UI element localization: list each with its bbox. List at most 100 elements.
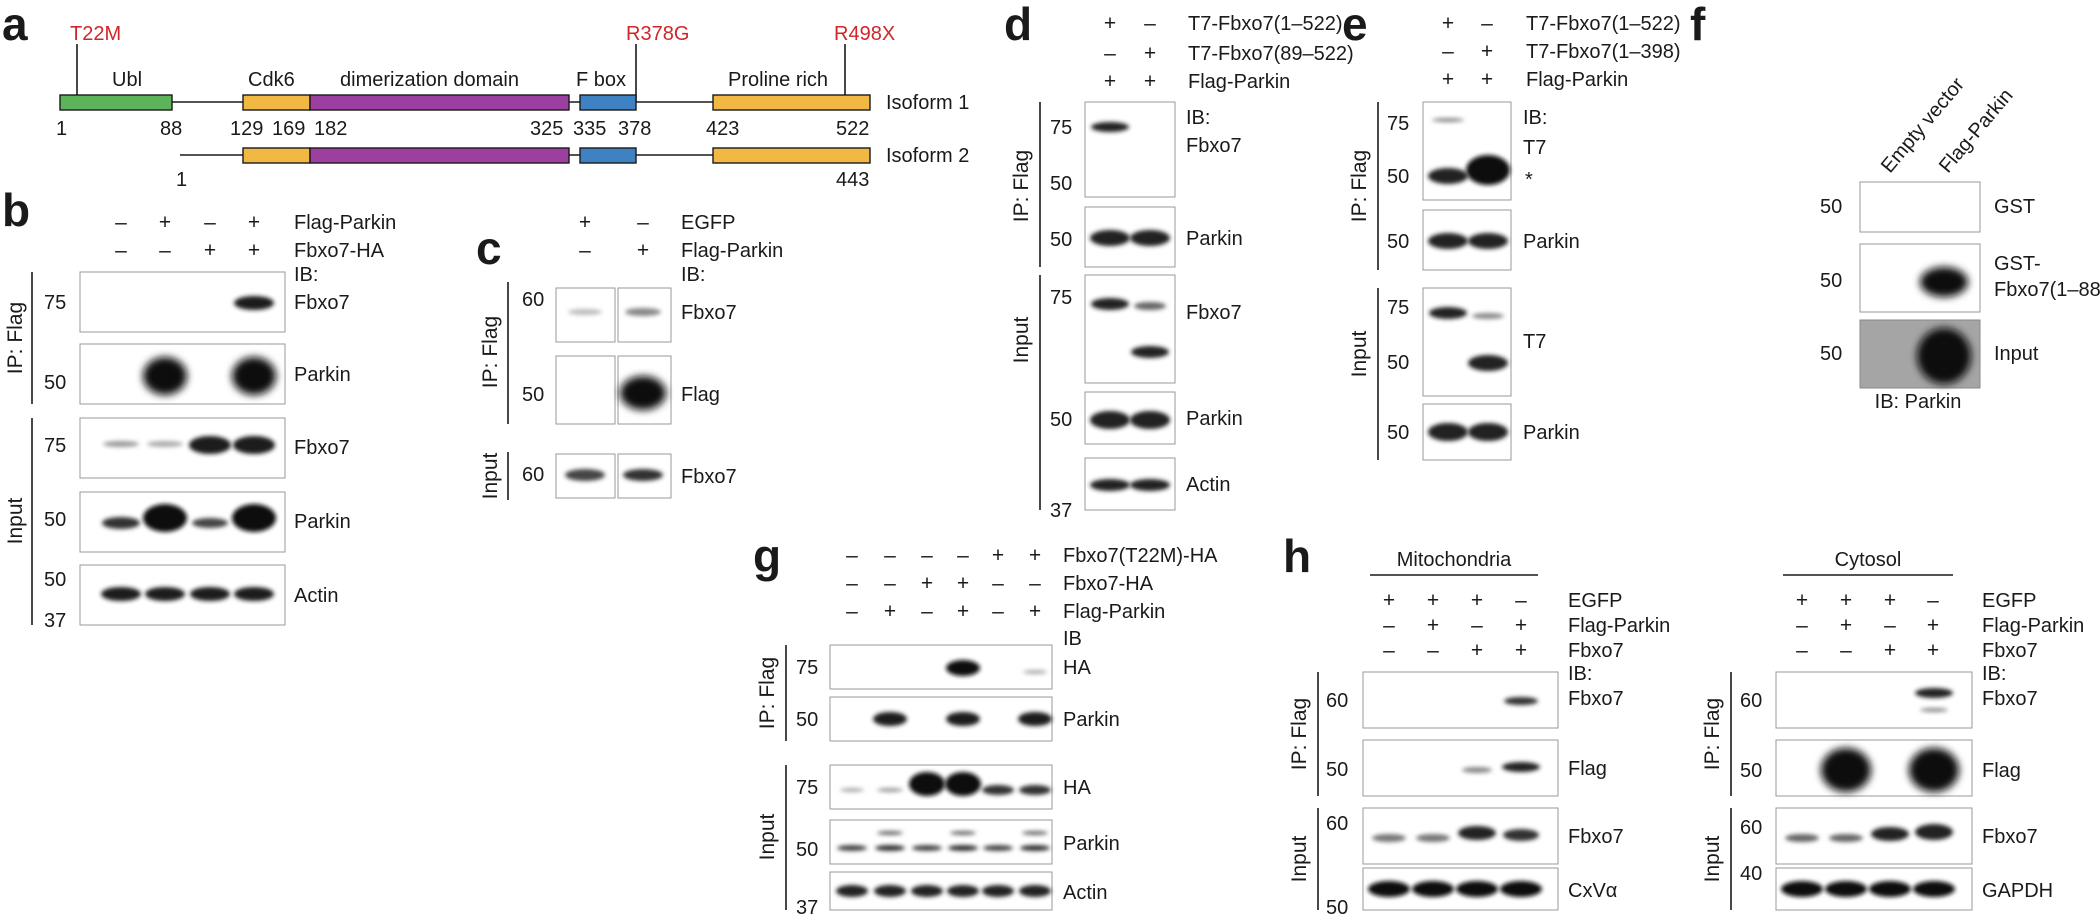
sign: + <box>1927 614 1939 637</box>
sign: + <box>1104 12 1116 35</box>
band <box>1913 881 1955 897</box>
mw-marker: 50 <box>1050 229 1072 251</box>
condition-label: EGFP <box>1568 590 1622 612</box>
sign: – <box>637 211 649 234</box>
aa-number: 1 <box>56 118 67 140</box>
blot-label: Flag <box>681 384 720 406</box>
aa-number: 522 <box>836 118 869 140</box>
band <box>982 785 1014 795</box>
band <box>1825 881 1867 897</box>
band <box>877 788 903 792</box>
ib-label: IB: <box>1568 663 1592 685</box>
aa-number: 335 <box>573 118 606 140</box>
sign: – <box>1796 639 1808 662</box>
band <box>233 436 275 454</box>
sign: + <box>579 211 591 234</box>
condition-label: EGFP <box>681 212 735 234</box>
sign: + <box>1029 600 1041 623</box>
panel-g-letter: g <box>753 530 781 582</box>
band <box>147 441 183 447</box>
band <box>877 831 903 835</box>
mw-marker: 50 <box>1387 422 1409 444</box>
sign: + <box>1481 68 1493 91</box>
domain-cdk6 <box>242 94 311 111</box>
mutation-r378g: R378G <box>626 23 689 45</box>
band <box>1920 708 1948 712</box>
condition-label: Flag-Parkin <box>1982 615 2084 637</box>
band <box>1915 688 1953 698</box>
mw-marker: 60 <box>1740 690 1762 712</box>
domain-proline <box>712 94 871 111</box>
sign: + <box>1515 639 1527 662</box>
sign: + <box>248 239 260 262</box>
panel-f: f Empty vector Flag-Parkin GST GST- Fbxo… <box>1690 0 2100 413</box>
mutation-r498x: R498X <box>834 23 895 45</box>
sign: – <box>1383 614 1395 637</box>
sign: + <box>992 544 1004 567</box>
band <box>1019 885 1051 897</box>
band <box>1130 411 1170 429</box>
mw-marker: 40 <box>1740 863 1762 885</box>
aa-number: 325 <box>530 118 563 140</box>
sign: – <box>921 600 933 623</box>
sign: + <box>1144 70 1156 93</box>
band <box>837 845 867 851</box>
sign: + <box>1481 40 1493 63</box>
sign: + <box>1144 42 1156 65</box>
band <box>1909 748 1959 792</box>
band <box>946 660 980 676</box>
sign: + <box>1884 589 1896 612</box>
blot <box>1084 274 1176 384</box>
sign: + <box>1427 589 1439 612</box>
sign: – <box>1796 614 1808 637</box>
band <box>1372 834 1406 842</box>
band <box>1829 834 1863 842</box>
ip-label: IP: Flag <box>1701 698 1724 770</box>
condition-label: Fbxo7 <box>1982 640 2038 662</box>
band <box>1468 233 1508 249</box>
blot-label: HA <box>1063 777 1091 799</box>
sign: + <box>921 572 933 595</box>
band <box>1468 423 1508 441</box>
band <box>1130 230 1170 246</box>
band <box>1468 355 1508 371</box>
blot-label: Parkin <box>1063 833 1120 855</box>
subpanel-cytosol: Cytosol + + + – EGFP – + – + Flag-Parkin… <box>1701 549 2084 911</box>
band <box>565 469 605 481</box>
ib-label: IB: <box>681 264 705 286</box>
sign: + <box>1104 70 1116 93</box>
band <box>1871 827 1909 841</box>
band <box>1821 748 1871 792</box>
mw-marker: 75 <box>1050 117 1072 139</box>
domain-cdk6 <box>242 147 311 164</box>
sign: – <box>579 239 591 262</box>
mw-marker: 75 <box>44 435 66 457</box>
sign: – <box>1481 12 1493 35</box>
aa-number: 182 <box>314 118 347 140</box>
band <box>1472 313 1504 319</box>
sign: + <box>1471 589 1483 612</box>
band <box>1412 881 1454 897</box>
band <box>1502 762 1540 772</box>
panel-d-letter: d <box>1004 0 1032 50</box>
blot <box>1422 287 1512 397</box>
band <box>1432 118 1464 122</box>
band <box>625 308 661 316</box>
band <box>873 712 907 726</box>
sign: – <box>1471 614 1483 637</box>
blot-label: Actin <box>1186 474 1230 496</box>
blot-label: CxVα <box>1568 880 1617 902</box>
blot <box>1362 739 1559 797</box>
band <box>982 885 1014 897</box>
band <box>234 296 274 310</box>
blot <box>1084 101 1176 198</box>
input-label: Input <box>1288 835 1311 882</box>
sign: + <box>248 211 260 234</box>
sign: – <box>884 572 896 595</box>
band <box>145 587 185 601</box>
ib-label: IB <box>1063 628 1082 650</box>
aa-number: 378 <box>618 118 651 140</box>
sign: + <box>1427 614 1439 637</box>
domain-dimerization <box>309 147 570 164</box>
blot-label: GAPDH <box>1982 880 2053 902</box>
